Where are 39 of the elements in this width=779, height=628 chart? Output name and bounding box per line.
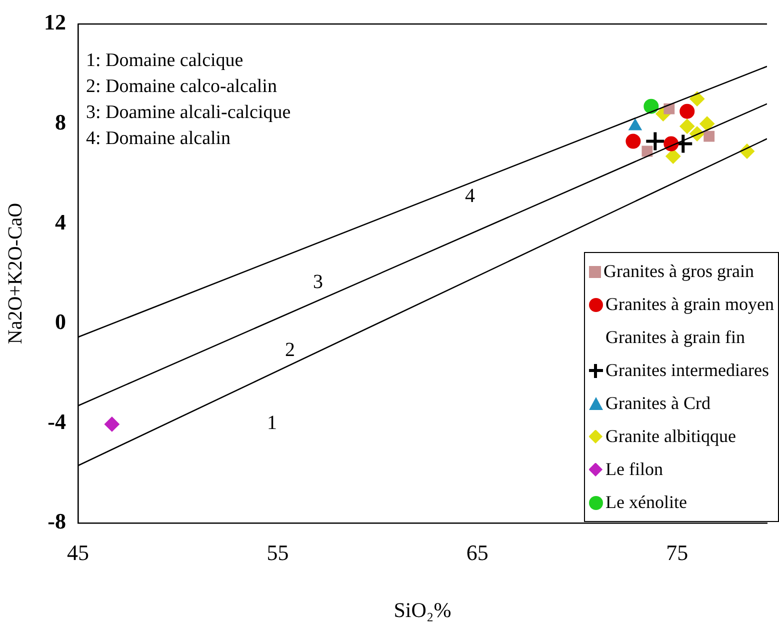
point [644,130,666,152]
y-tick-label: -8 [48,508,66,534]
legend-label: Le xénolite [606,491,688,514]
annotation: 2 [285,339,295,361]
x-tick-label: 55 [266,540,289,565]
point [666,148,681,164]
annotation: 4: Domaine alcalin [86,127,232,151]
x-tick-label: 75 [666,540,688,565]
legend-label: Granites intermediares [606,359,769,382]
point [690,91,705,106]
annotation: 3 [313,271,323,293]
y-tick-label: 12 [44,10,66,35]
x-axis-title: SiO₂% [394,598,452,622]
y-tick-label: 8 [55,109,66,134]
legend-label: Le filon [606,458,664,481]
legend-label: Granite albitiqque [606,425,736,448]
point [704,130,715,142]
annotation: 2: Domaine calco-alcalin [86,75,278,99]
legend-label: Granites à grain moyen [606,293,774,316]
point [642,146,653,157]
y-tick-label: 0 [55,309,66,334]
x-tick-label: 65 [466,540,488,565]
x-tick-label: 45 [67,540,89,565]
annotation: 1: Domaine calcique [86,49,244,73]
point [644,98,659,114]
y-axis-title: Na2O+K2O-CaO [4,202,26,344]
legend-label: Granites à gros grain [604,260,754,283]
y-tick-label: -4 [48,408,66,434]
point [104,416,120,432]
text: Granites à grain fin [606,326,745,349]
y-tick-label: 4 [55,209,66,234]
point [700,116,715,132]
annotation: 1 [267,412,277,434]
point [626,134,641,149]
legend-label: Granites à Crd [606,392,711,415]
point [680,118,695,134]
point [680,104,695,119]
annotation: 4 [465,185,475,207]
annotation: 3: Doamine alcali-calcique [86,101,291,125]
